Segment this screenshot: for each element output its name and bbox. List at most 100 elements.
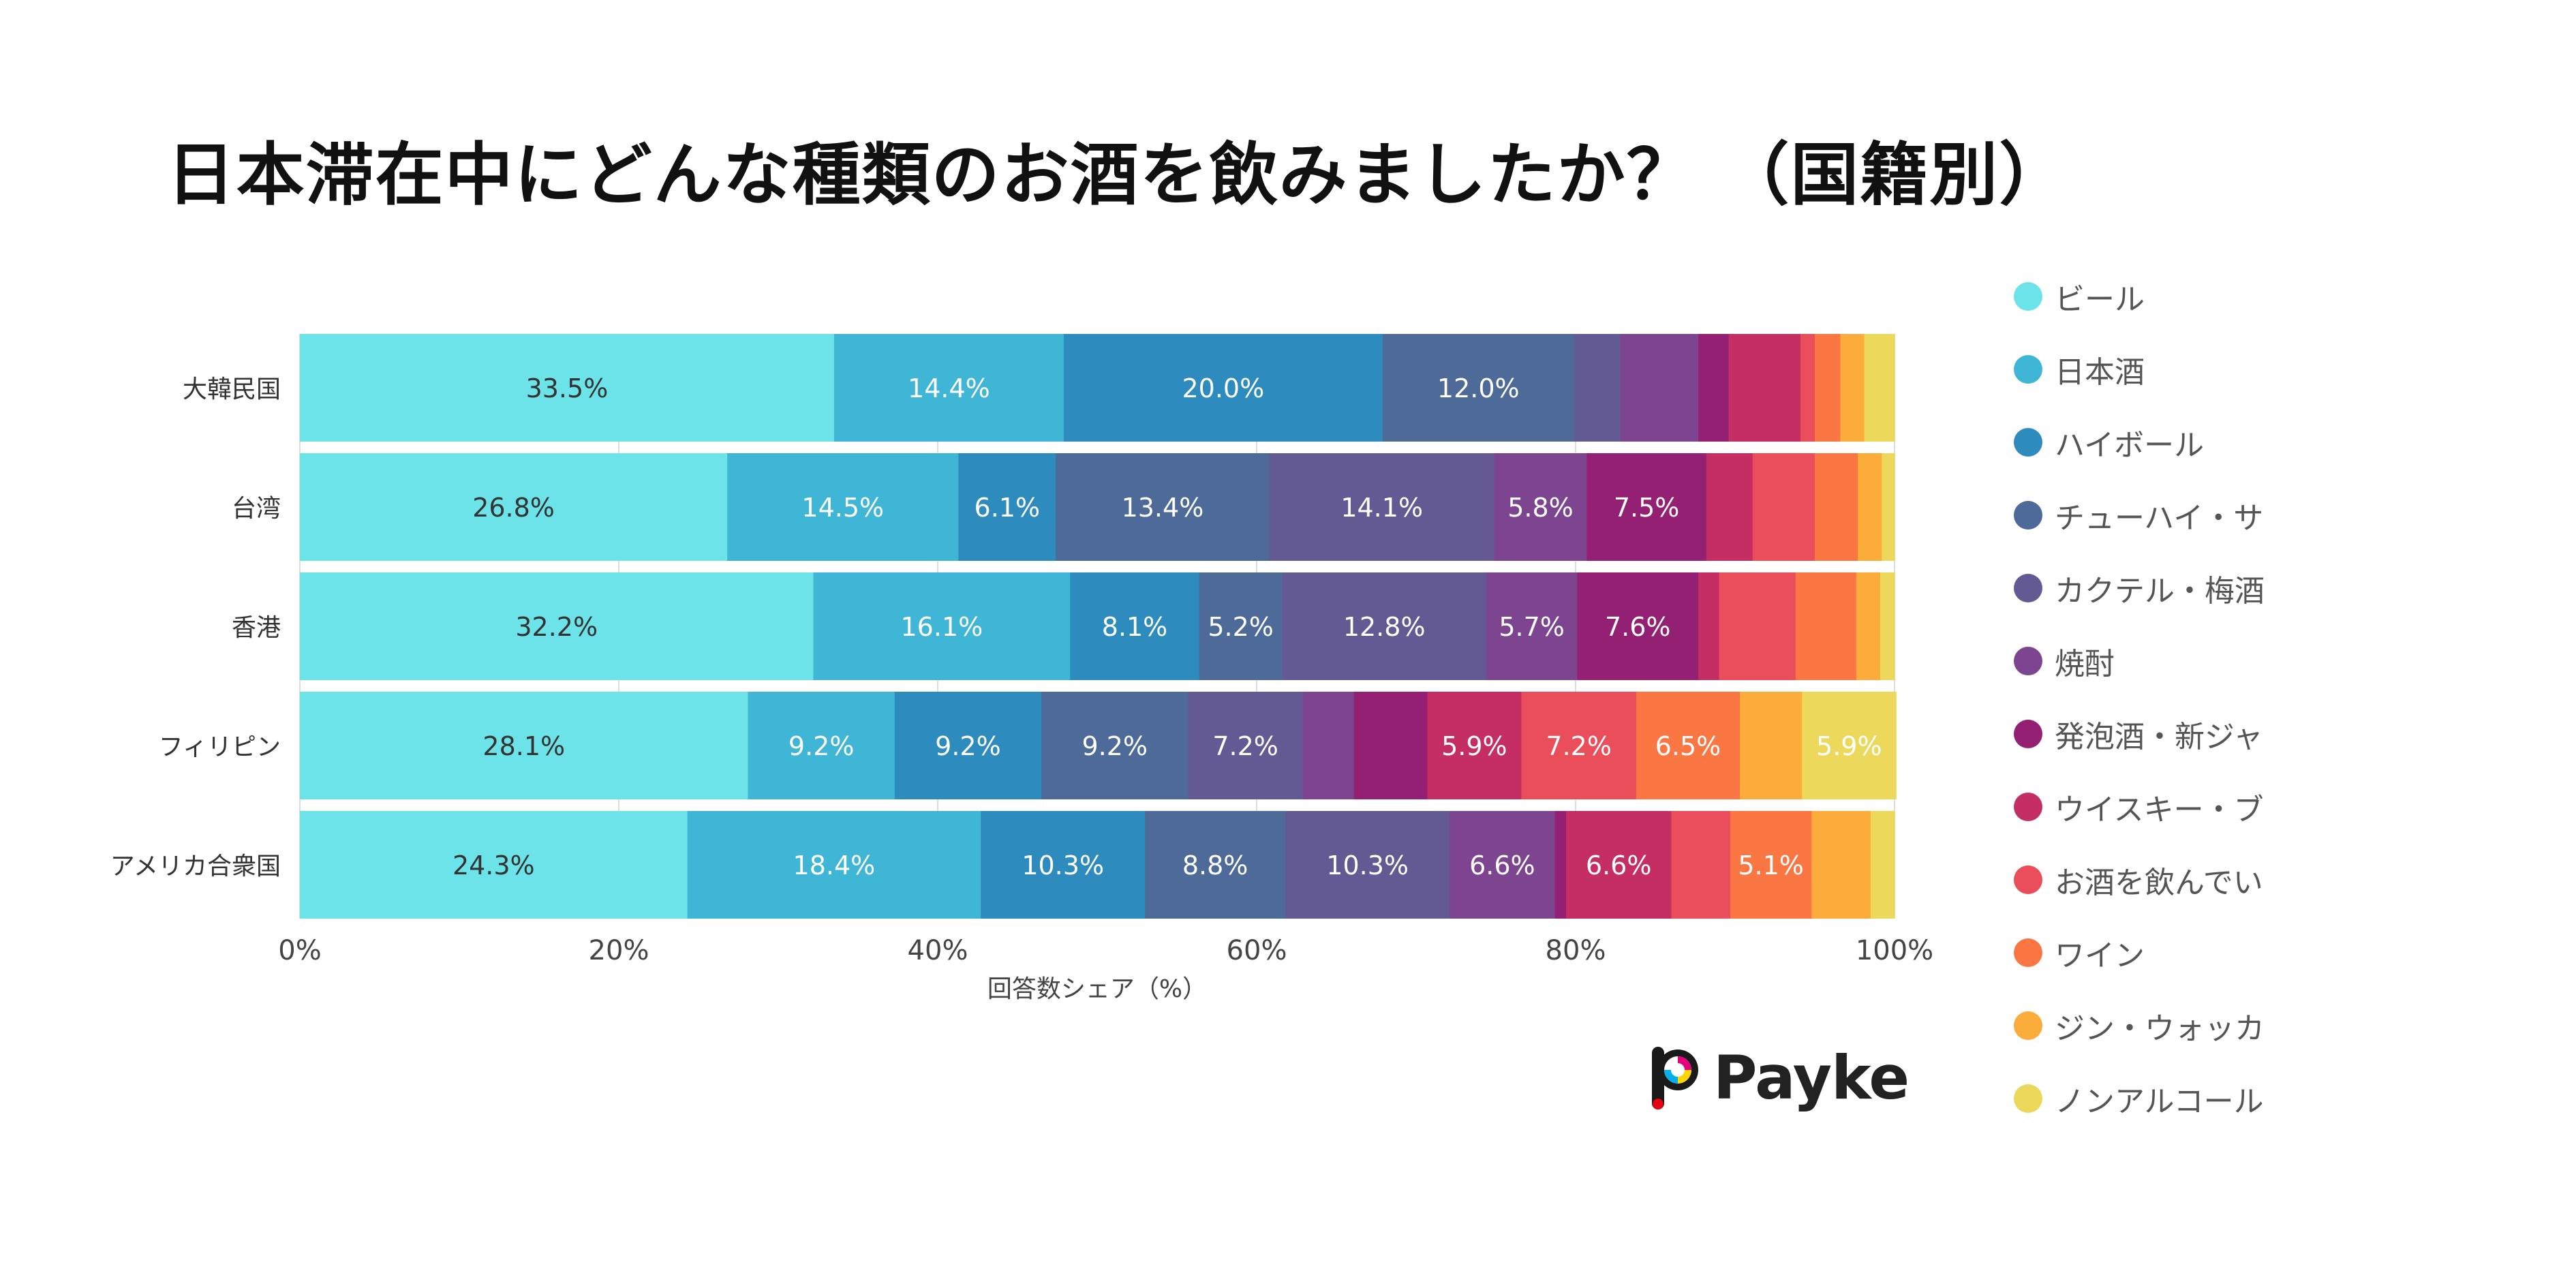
bar-segment bbox=[1382, 334, 1575, 442]
data-label: 9.2% bbox=[788, 731, 855, 761]
x-tick-label: 100% bbox=[1856, 935, 1933, 966]
legend-item: 焼酎 bbox=[2014, 630, 2115, 692]
bar-segment bbox=[1870, 811, 1895, 919]
legend-swatch bbox=[2014, 1011, 2042, 1040]
bar-segment bbox=[1858, 453, 1882, 561]
legend-swatch bbox=[2014, 574, 2042, 602]
bar-segment bbox=[1882, 453, 1895, 561]
bar-segment bbox=[748, 692, 895, 799]
bar-segment bbox=[1188, 692, 1304, 799]
legend-item: ジン・ウォッカ bbox=[2014, 995, 2265, 1056]
bar-segment bbox=[1285, 811, 1450, 919]
legend-swatch bbox=[2014, 793, 2042, 821]
legend-label: 日本酒 bbox=[2055, 355, 2145, 390]
bar-segment bbox=[1719, 572, 1796, 680]
x-tick-label: 0% bbox=[278, 935, 321, 966]
legend-label: ジン・ウォッカ bbox=[2055, 1011, 2265, 1046]
data-label: 13.4% bbox=[1122, 493, 1204, 523]
data-label: 6.5% bbox=[1655, 731, 1721, 761]
bar-segment bbox=[687, 811, 981, 919]
data-label: 6.6% bbox=[1586, 850, 1652, 880]
bar-segment bbox=[1269, 453, 1495, 561]
bar-segment bbox=[1586, 453, 1707, 561]
bar-segment bbox=[1041, 692, 1189, 799]
bar-segment bbox=[1815, 453, 1858, 561]
data-label: 14.1% bbox=[1340, 493, 1423, 523]
bar-segment bbox=[1577, 572, 1699, 680]
data-label: 33.5% bbox=[526, 373, 609, 403]
legend-label: チューハイ・サ bbox=[2055, 501, 2264, 536]
bar-segment bbox=[894, 692, 1042, 799]
bar-segment bbox=[300, 334, 835, 442]
legend-item: ハイボール bbox=[2014, 412, 2204, 473]
data-label: 5.8% bbox=[1507, 493, 1574, 523]
bar-segment bbox=[300, 811, 688, 919]
data-label: 8.1% bbox=[1102, 612, 1168, 642]
legend-swatch bbox=[2014, 647, 2042, 675]
bar-segment bbox=[300, 692, 749, 799]
data-label: 8.8% bbox=[1182, 850, 1248, 880]
category-label: フィリピン bbox=[159, 733, 281, 761]
legend-swatch bbox=[2014, 865, 2042, 894]
legend-label: カクテル・梅酒 bbox=[2055, 574, 2265, 609]
legend-label: 発泡酒・新ジャ bbox=[2055, 720, 2263, 754]
data-label: 5.7% bbox=[1499, 612, 1565, 642]
bar-segment bbox=[1698, 572, 1720, 680]
data-label: 12.0% bbox=[1437, 373, 1520, 403]
legend-item: ビール bbox=[2014, 266, 2145, 327]
data-label: 5.1% bbox=[1738, 850, 1804, 880]
data-label: 9.2% bbox=[1082, 731, 1148, 761]
data-label: 9.2% bbox=[935, 731, 1001, 761]
bar-segment bbox=[1063, 334, 1383, 442]
bar-segment bbox=[1620, 334, 1699, 442]
data-label: 20.0% bbox=[1182, 373, 1265, 403]
bar-segment bbox=[1056, 453, 1270, 561]
data-label: 7.5% bbox=[1614, 493, 1680, 523]
bar-segment bbox=[1450, 811, 1556, 919]
data-label: 7.6% bbox=[1605, 612, 1671, 642]
category-label: 台湾 bbox=[232, 495, 281, 523]
legend-item: ノンアルコール bbox=[2014, 1068, 2264, 1129]
bar-segment bbox=[1880, 572, 1895, 680]
bar-segment bbox=[981, 811, 1146, 919]
bar-segment bbox=[1636, 692, 1741, 799]
legend-swatch bbox=[2014, 501, 2042, 530]
bar-segment bbox=[958, 453, 1056, 561]
x-tick-label: 80% bbox=[1546, 935, 1606, 966]
bar-segment bbox=[300, 572, 814, 680]
legend-swatch bbox=[2014, 282, 2042, 311]
legend-swatch bbox=[2014, 1084, 2042, 1113]
bar-segment bbox=[1427, 692, 1522, 799]
payke-logo-icon bbox=[1652, 1046, 1698, 1109]
legend-label: 焼酎 bbox=[2055, 647, 2115, 681]
legend-label: ワイン bbox=[2055, 938, 2145, 973]
bar-segment bbox=[1864, 334, 1895, 442]
bar-segment bbox=[1698, 334, 1730, 442]
data-label: 10.3% bbox=[1326, 850, 1409, 880]
legend-item: カクテル・梅酒 bbox=[2014, 557, 2265, 619]
bar-segment bbox=[1840, 334, 1865, 442]
bar-segment bbox=[1752, 453, 1815, 561]
category-label: 香港 bbox=[232, 614, 281, 642]
data-label: 14.5% bbox=[801, 493, 884, 523]
data-label: 6.1% bbox=[975, 493, 1041, 523]
legend-item: 日本酒 bbox=[2014, 339, 2145, 400]
legend-label: お酒を飲んでい bbox=[2055, 865, 2263, 900]
legend-item: チューハイ・サ bbox=[2014, 485, 2263, 546]
x-tick-label: 40% bbox=[908, 935, 968, 966]
legend-swatch bbox=[2014, 428, 2042, 457]
legend-item: お酒を飲んでい bbox=[2014, 849, 2263, 910]
category-label: 大韓民国 bbox=[183, 375, 281, 403]
bar-segment bbox=[1706, 453, 1753, 561]
legend-label: ウイスキー・ブ bbox=[2055, 793, 2264, 827]
data-label: 16.1% bbox=[900, 612, 983, 642]
payke-logo-text: Payke bbox=[1713, 1043, 1910, 1113]
bar-segment bbox=[300, 453, 728, 561]
legend-item: 発泡酒・新ジャ bbox=[2014, 703, 2263, 765]
bar-segment bbox=[813, 572, 1071, 680]
bar-segment bbox=[1740, 692, 1803, 799]
bar-segment bbox=[1565, 811, 1672, 919]
legend-swatch bbox=[2014, 720, 2042, 748]
